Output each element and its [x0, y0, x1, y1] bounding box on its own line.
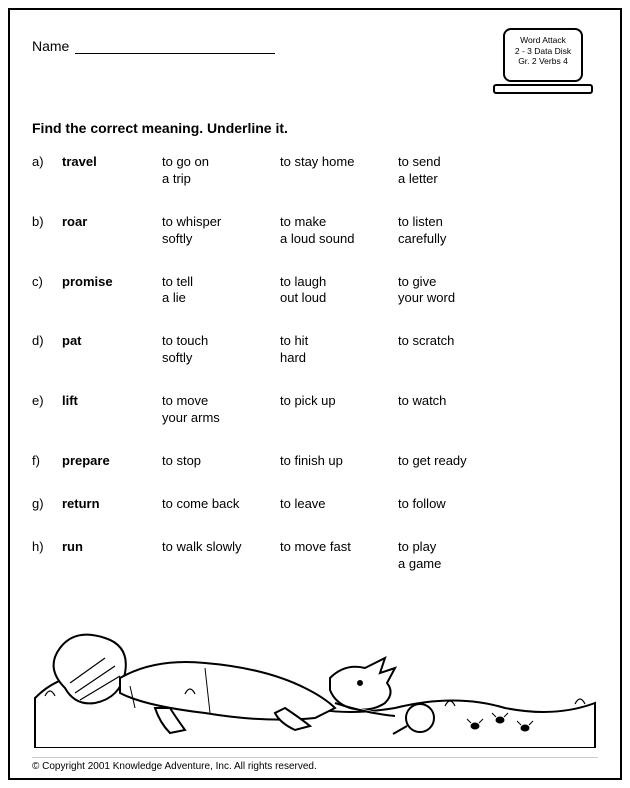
question-row: a) travel to go ona trip to stay home to… — [32, 154, 598, 188]
question-letter: d) — [32, 333, 62, 348]
option-2: to makea loud sound — [280, 214, 398, 248]
question-row: b) roar to whispersoftly to makea loud s… — [32, 214, 598, 248]
monitor-line3: Gr. 2 Verbs 4 — [509, 56, 577, 67]
option-2: to stay home — [280, 154, 398, 171]
question-word: prepare — [62, 453, 162, 468]
option-3: to scratch — [398, 333, 498, 350]
computer-icon: Word Attack 2 - 3 Data Disk Gr. 2 Verbs … — [488, 28, 598, 98]
option-1: to whispersoftly — [162, 214, 280, 248]
keyboard — [493, 84, 593, 94]
question-letter: f) — [32, 453, 62, 468]
question-word: travel — [62, 154, 162, 169]
option-1: to walk slowly — [162, 539, 280, 556]
question-letter: e) — [32, 393, 62, 408]
name-write-line[interactable] — [75, 40, 275, 54]
question-row: d) pat to touchsoftly to hithard to scra… — [32, 333, 598, 367]
question-row: f) prepare to stop to finish up to get r… — [32, 453, 598, 470]
monitor-line1: Word Attack — [509, 35, 577, 46]
fox-illustration — [32, 608, 598, 748]
option-3: to listencarefully — [398, 214, 498, 248]
option-3: to playa game — [398, 539, 498, 573]
name-label: Name — [32, 38, 69, 54]
option-3: to get ready — [398, 453, 498, 470]
question-letter: h) — [32, 539, 62, 554]
option-3: to watch — [398, 393, 498, 410]
worksheet-page: Name Word Attack 2 - 3 Data Disk Gr. 2 V… — [8, 8, 622, 780]
question-row: e) lift to moveyour arms to pick up to w… — [32, 393, 598, 427]
option-3: to giveyour word — [398, 274, 498, 308]
option-1: to touchsoftly — [162, 333, 280, 367]
option-1: to tella lie — [162, 274, 280, 308]
option-1: to stop — [162, 453, 280, 470]
question-letter: b) — [32, 214, 62, 229]
option-2: to pick up — [280, 393, 398, 410]
question-word: roar — [62, 214, 162, 229]
monitor: Word Attack 2 - 3 Data Disk Gr. 2 Verbs … — [503, 28, 583, 82]
question-word: promise — [62, 274, 162, 289]
header-row: Name Word Attack 2 - 3 Data Disk Gr. 2 V… — [32, 28, 598, 98]
name-field: Name — [32, 38, 275, 54]
question-word: return — [62, 496, 162, 511]
question-row: h) run to walk slowly to move fast to pl… — [32, 539, 598, 573]
question-letter: a) — [32, 154, 62, 169]
question-row: g) return to come back to leave to follo… — [32, 496, 598, 513]
option-2: to hithard — [280, 333, 398, 367]
question-word: lift — [62, 393, 162, 408]
question-letter: c) — [32, 274, 62, 289]
option-1: to go ona trip — [162, 154, 280, 188]
question-list: a) travel to go ona trip to stay home to… — [32, 154, 598, 572]
option-2: to laughout loud — [280, 274, 398, 308]
option-1: to come back — [162, 496, 280, 513]
copyright-text: © Copyright 2001 Knowledge Adventure, In… — [32, 757, 598, 772]
question-row: c) promise to tella lie to laughout loud… — [32, 274, 598, 308]
instruction-text: Find the correct meaning. Underline it. — [32, 120, 598, 136]
monitor-line2: 2 - 3 Data Disk — [509, 46, 577, 57]
option-2: to leave — [280, 496, 398, 513]
option-2: to move fast — [280, 539, 398, 556]
question-word: pat — [62, 333, 162, 348]
option-3: to follow — [398, 496, 498, 513]
question-word: run — [62, 539, 162, 554]
option-3: to senda letter — [398, 154, 498, 188]
option-2: to finish up — [280, 453, 398, 470]
option-1: to moveyour arms — [162, 393, 280, 427]
question-letter: g) — [32, 496, 62, 511]
